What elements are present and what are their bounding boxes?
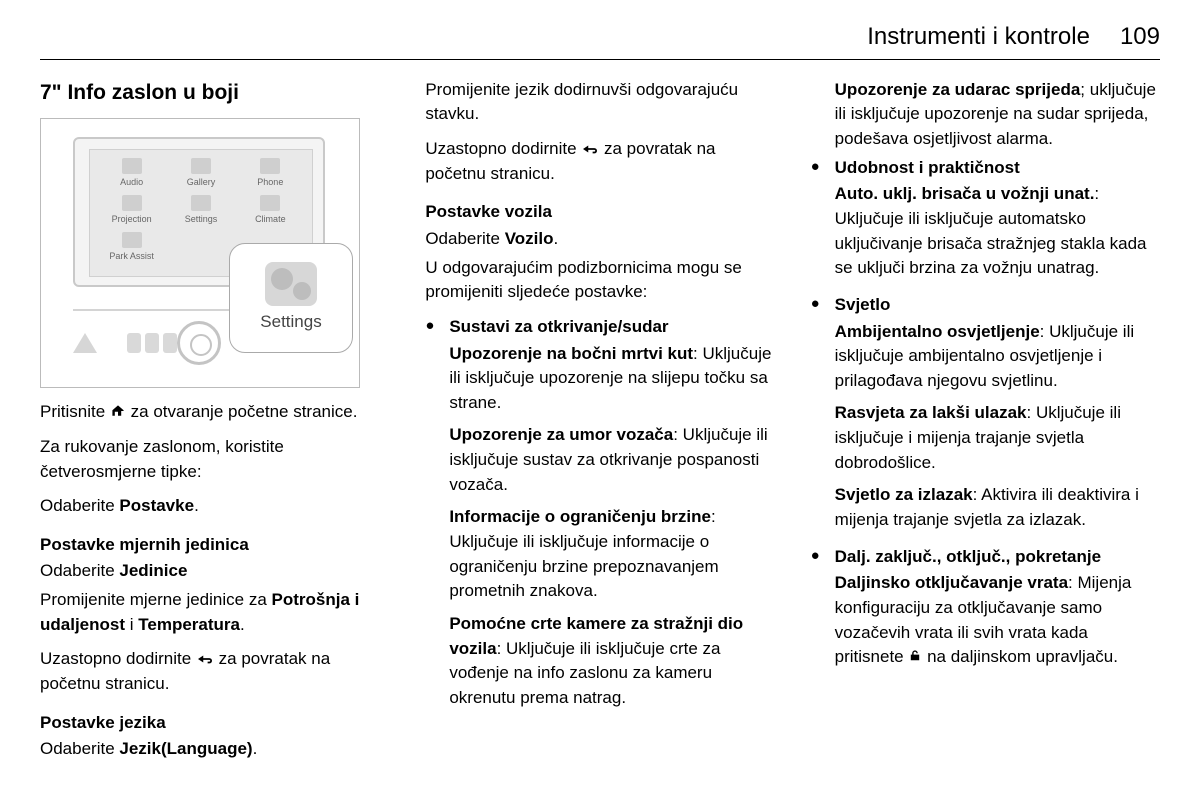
- column-2: Promijenite jezik dodirnuvši odgovarajuć…: [425, 78, 774, 772]
- para: Odaberite Jezik(Language).: [40, 737, 389, 762]
- illus-cell: Climate: [239, 195, 302, 226]
- illus-zoom-callout: Settings: [229, 243, 353, 353]
- para: Promijenite jezik dodirnuvši odgovarajuć…: [425, 78, 774, 127]
- column-3: Upozorenje za udarac sprijeda; uključuje…: [811, 78, 1160, 772]
- bullet-content: Svjetlo Ambijentalno osvjetljenje: Uklju…: [835, 293, 1160, 541]
- bullet-marker: ●: [811, 156, 835, 289]
- home-icon: [110, 403, 126, 419]
- bullet-heading: Sustavi za otkrivanje/sudar: [449, 315, 774, 340]
- para: Pritisnite za otvaranje početne stranice…: [40, 400, 389, 425]
- para: U odgovarajućim podizbornicima mogu se p…: [425, 256, 774, 305]
- bullet-heading: Svjetlo: [835, 293, 1160, 318]
- bullet-group: ● Sustavi za otkrivanje/sudar Upozorenje…: [425, 315, 774, 719]
- para: Odaberite Vozilo.: [425, 227, 774, 252]
- bullet-item: Svjetlo za izlazak: Aktivira ili deaktiv…: [835, 483, 1160, 532]
- column-1: 7" Info zaslon u boji Audio Gallery Phon…: [40, 78, 389, 772]
- bullet-item: Rasvjeta za lakši ulazak: Uključuje ili …: [835, 401, 1160, 475]
- bullet-item: Daljinsko otključavanje vrata: Mijenja k…: [835, 571, 1160, 670]
- unlock-icon: [908, 648, 922, 664]
- para: Za rukovanje zaslonom, koristite četvero…: [40, 435, 389, 484]
- content-columns: 7" Info zaslon u boji Audio Gallery Phon…: [40, 78, 1160, 772]
- gear-icon: [265, 262, 317, 306]
- sub-title: Postavke mjernih jedinica: [40, 533, 389, 558]
- bullet-item: Informacije o ograničenju brzine: Uključ…: [449, 505, 774, 604]
- bullet-marker: ●: [811, 545, 835, 678]
- back-icon: [581, 142, 599, 156]
- bullet-group: ● Udobnost i praktičnost Auto. uklj. bri…: [811, 156, 1160, 289]
- para: Uzastopno dodirnite za povratak na počet…: [40, 647, 389, 696]
- page-number: 109: [1120, 20, 1160, 55]
- para: Odaberite Jedinice: [40, 559, 389, 584]
- infotainment-illustration: Audio Gallery Phone Projection Settings …: [40, 118, 360, 388]
- bullet-heading: Dalj. zaključ., otključ., pokretanje: [835, 545, 1160, 570]
- illus-cell: Park Assist: [100, 232, 163, 263]
- bullet-item: Pomoćne crte kamere za stražnji dio vozi…: [449, 612, 774, 711]
- bullet-item: Auto. uklj. brisača u vožnji unat.: Uklj…: [835, 182, 1160, 281]
- illus-cell: Projection: [100, 195, 163, 226]
- para: Odaberite Postavke.: [40, 494, 389, 519]
- bullet-content: Dalj. zaključ., otključ., pokretanje Dal…: [835, 545, 1160, 678]
- illus-triangle-left: [73, 333, 97, 353]
- header-title: Instrumenti i kontrole: [867, 20, 1090, 55]
- sub-title: Postavke vozila: [425, 200, 774, 225]
- bullet-group: ● Svjetlo Ambijentalno osvjetljenje: Ukl…: [811, 293, 1160, 541]
- sub-title: Postavke jezika: [40, 711, 389, 736]
- illus-buttons: [127, 333, 177, 353]
- bullet-item: Ambijentalno osvjetljenje: Uključuje ili…: [835, 320, 1160, 394]
- para: Uzastopno dodirnite za povratak na počet…: [425, 137, 774, 186]
- page-header: Instrumenti i kontrole 109: [40, 20, 1160, 60]
- back-icon: [196, 652, 214, 666]
- illus-cell: Gallery: [169, 158, 232, 189]
- bullet-item: Upozorenje za umor vozača: Uključuje ili…: [449, 423, 774, 497]
- illus-rotary-knob: [177, 321, 221, 365]
- bullet-content: Sustavi za otkrivanje/sudar Upozorenje n…: [449, 315, 774, 719]
- bullet-item: Upozorenje na bočni mrtvi kut: Uključuje…: [449, 342, 774, 416]
- bullet-heading: Udobnost i praktičnost: [835, 156, 1160, 181]
- illus-zoom-label: Settings: [260, 310, 321, 335]
- bullet-group: ● Dalj. zaključ., otključ., pokretanje D…: [811, 545, 1160, 678]
- illus-cell: Phone: [239, 158, 302, 189]
- illus-cell: Settings: [169, 195, 232, 226]
- illus-cell: Audio: [100, 158, 163, 189]
- bullet-marker: ●: [811, 293, 835, 541]
- bullet-marker: ●: [425, 315, 449, 719]
- para: Promijenite mjerne jedinice za Potrošnja…: [40, 588, 389, 637]
- section-title: 7" Info zaslon u boji: [40, 78, 389, 108]
- bullet-content: Udobnost i praktičnost Auto. uklj. brisa…: [835, 156, 1160, 289]
- bullet-item-continued: Upozorenje za udarac sprijeda; uključuje…: [811, 78, 1160, 152]
